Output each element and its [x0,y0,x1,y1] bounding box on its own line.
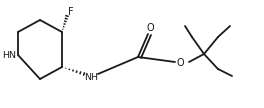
Text: NH: NH [84,74,98,83]
Text: F: F [68,7,74,17]
Text: O: O [176,58,184,68]
Text: O: O [146,23,154,33]
Text: HN: HN [2,52,16,60]
